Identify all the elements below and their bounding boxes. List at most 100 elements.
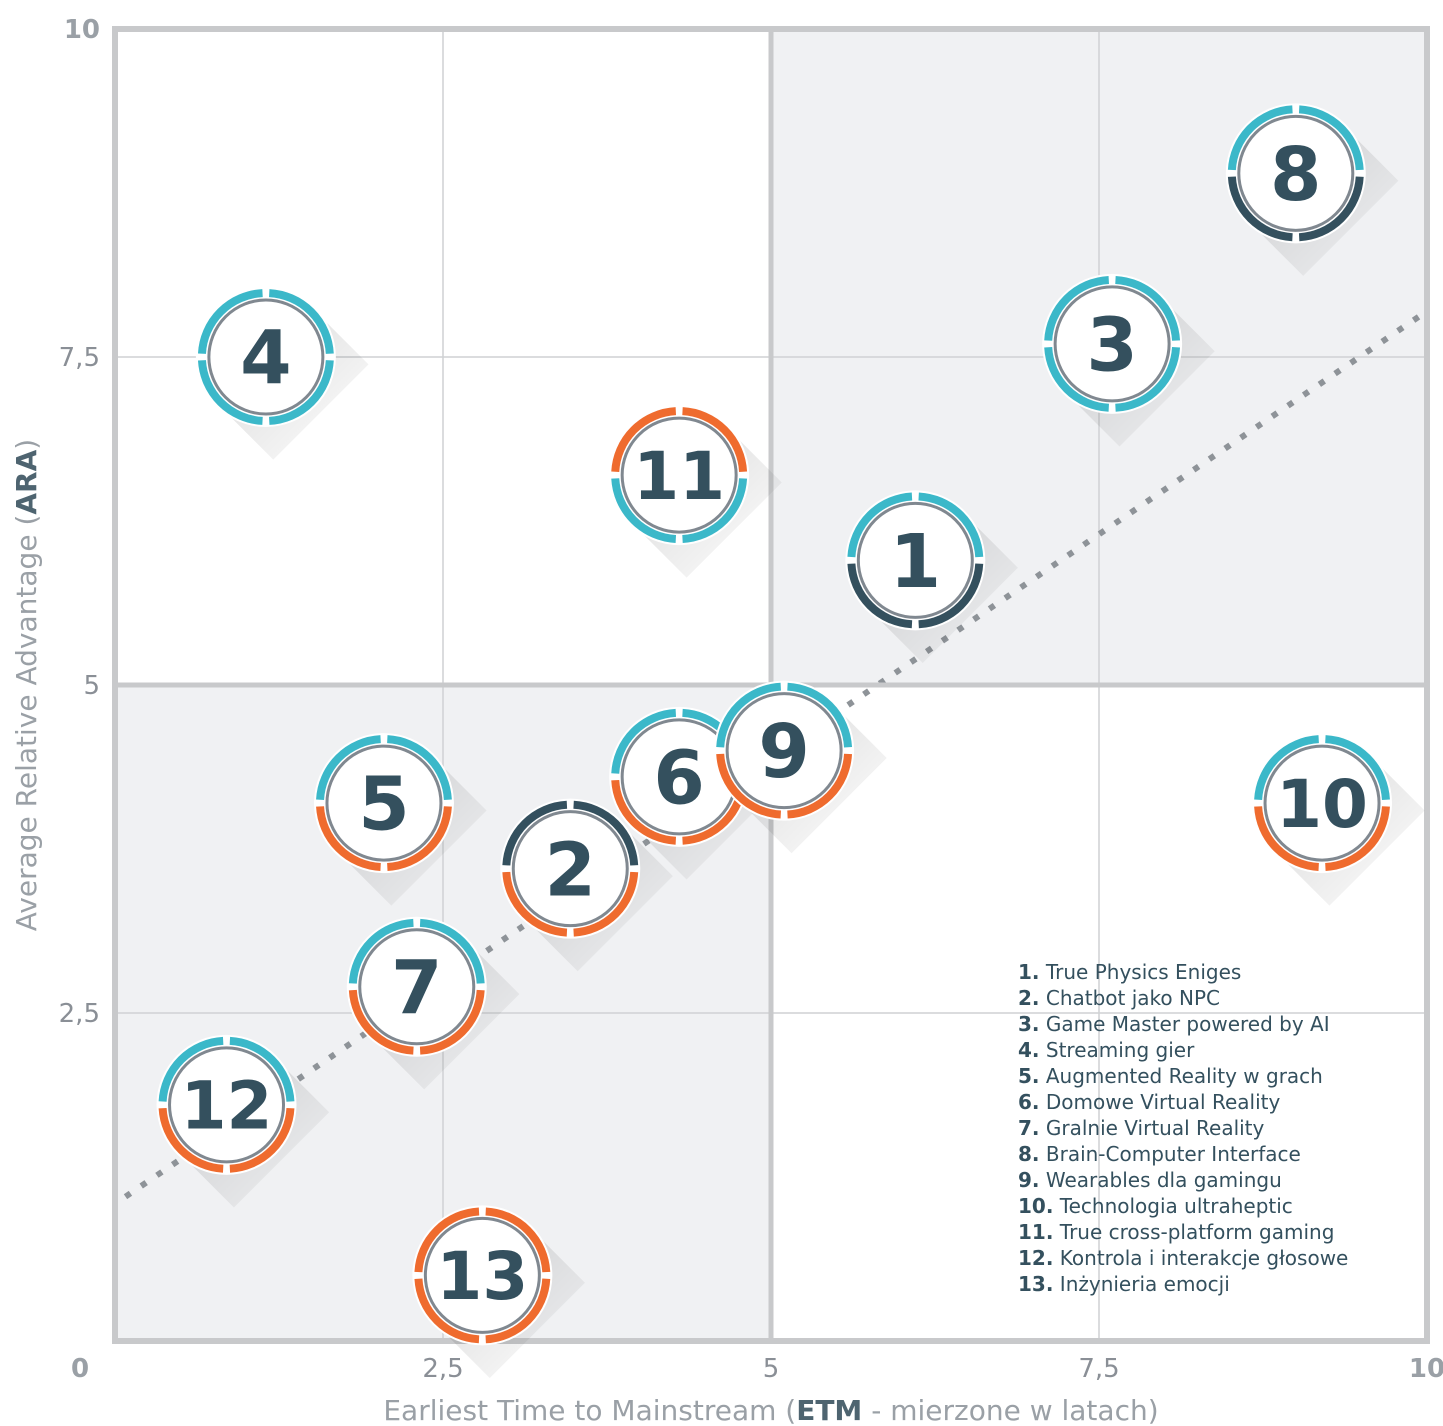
legend-item-text: Kontrola i interakcje głosowe <box>1053 1246 1349 1270</box>
legend-item: 7. Gralnie Virtual Reality <box>1018 1115 1348 1141</box>
legend-item: 2. Chatbot jako NPC <box>1018 985 1348 1011</box>
legend-item-number: 4. <box>1018 1038 1040 1062</box>
legend-item-text: Wearables dla gamingu <box>1039 1168 1282 1192</box>
bubble-2: 2 <box>500 798 673 972</box>
bubble-ring-upper <box>611 407 677 473</box>
legend-item: 8. Brain-Computer Interface <box>1018 1141 1348 1167</box>
legend: 1. True Physics Eniges 2. Chatbot jako NP… <box>1018 959 1348 1297</box>
bubble-inner <box>423 1216 541 1334</box>
bubble-ring-lower <box>268 360 334 425</box>
legend-item-text: Brain-Computer Interface <box>1039 1142 1301 1166</box>
legend-item-number: 13. <box>1018 1272 1054 1296</box>
bubble-label: 3 <box>1086 303 1138 389</box>
bubble-8: 8 <box>1225 103 1399 276</box>
bubble-ring-lower <box>197 360 263 425</box>
bubble-ring-upper <box>1044 275 1110 341</box>
legend-item: 9. Wearables dla gamingu <box>1018 1167 1348 1193</box>
bubble-ring-lower <box>918 563 984 629</box>
x-tick-label: 2,5 <box>422 1354 463 1384</box>
bubble-ring-lower <box>1227 176 1293 242</box>
y-tick-label: 7,5 <box>59 343 100 373</box>
bubble-inner <box>325 744 443 862</box>
bubble-ring-lower <box>386 806 452 871</box>
bubble-ring-upper <box>918 492 984 558</box>
legend-item-text: True Physics Eniges <box>1039 960 1242 984</box>
bubble-inner <box>358 928 476 1046</box>
bubble-ring-upper <box>502 800 568 866</box>
bubble-label: 7 <box>391 945 443 1031</box>
bubble-ring-lower <box>611 478 677 543</box>
bubble-ring-upper <box>1254 735 1320 801</box>
legend-item: 12. Kontrola i interakcje głosowe <box>1018 1245 1348 1271</box>
bubble-11: 11 <box>609 405 782 578</box>
y-tick-label: 2,5 <box>59 999 100 1029</box>
bubble-ring-upper <box>1227 105 1293 171</box>
bubble-label: 2 <box>545 827 597 913</box>
x-tick-label: 7,5 <box>1078 1354 1119 1384</box>
y-tick-label: 5 <box>83 671 100 701</box>
bubble-ring-upper <box>414 1207 480 1273</box>
legend-item: 6. Domowe Virtual Reality <box>1018 1089 1348 1115</box>
bubble-ring-lower <box>485 1278 551 1344</box>
bubble-ring-lower <box>348 989 414 1055</box>
bubble-4: 4 <box>195 287 369 460</box>
bubble-ring-lower <box>682 478 748 543</box>
trend-line <box>123 308 1429 1200</box>
legend-item-text: True cross-platform gaming <box>1053 1220 1335 1244</box>
x-axis-label: Earliest Time to Mainstream (ETM - mierz… <box>383 1394 1158 1426</box>
x-tick-label: 5 <box>763 1354 780 1384</box>
legend-item: 5. Augmented Reality w grach <box>1018 1063 1348 1089</box>
bubble-label: 8 <box>1270 132 1322 218</box>
legend-item-text: Augmented Reality w grach <box>1039 1064 1323 1088</box>
legend-item-number: 9. <box>1018 1168 1040 1192</box>
bubble-ring-upper <box>573 800 639 866</box>
bubble-ring-lower <box>716 753 782 819</box>
bubble-ring-upper <box>1115 275 1181 341</box>
bubble-7: 7 <box>346 916 520 1090</box>
legend-item-text: Streaming gier <box>1039 1038 1195 1062</box>
legend-item-number: 6. <box>1018 1090 1040 1114</box>
bubble-ring-upper <box>485 1207 551 1273</box>
bubble-ring-lower <box>1325 806 1390 871</box>
bubble-inner <box>168 1046 286 1164</box>
bubble-ring-lower <box>502 871 568 937</box>
bubble-ring-upper <box>158 1036 224 1102</box>
bubble-label: 6 <box>653 735 705 821</box>
bubble-ring-upper <box>1298 105 1364 171</box>
x-tick-label: 0 <box>71 1354 89 1384</box>
legend-item: 4. Streaming gier <box>1018 1037 1348 1063</box>
bubble-ring-lower <box>229 1107 295 1173</box>
legend-item-number: 10. <box>1018 1194 1054 1218</box>
bubble-label: 5 <box>358 762 410 848</box>
bubble-inner <box>1237 114 1355 232</box>
legend-item: 11. True cross-platform gaming <box>1018 1219 1348 1245</box>
legend-item-number: 7. <box>1018 1116 1040 1140</box>
bubble-inner <box>1263 744 1381 862</box>
bubble-ring-lower <box>414 1278 480 1344</box>
bubble-ring-lower <box>847 563 913 629</box>
legend-item-text: Domowe Virtual Reality <box>1039 1090 1281 1114</box>
bubble-ring-lower <box>316 806 381 871</box>
y-axis-label: Average Relative Advantage (ARA) <box>10 439 43 931</box>
bubble-ring-upper <box>1325 735 1390 801</box>
bubble-ring-upper <box>197 289 263 354</box>
bubble-12: 12 <box>156 1034 330 1208</box>
bubble-ring-upper <box>787 682 853 748</box>
bubble-1: 1 <box>845 490 1018 663</box>
bubble-label: 13 <box>436 1238 528 1315</box>
bubble-label: 11 <box>633 438 725 515</box>
bubble-ring-upper <box>229 1036 295 1102</box>
legend-item-number: 11. <box>1018 1220 1054 1244</box>
bubble-ring-lower <box>158 1107 224 1173</box>
bubble-ring-upper <box>268 289 334 354</box>
legend-item-number: 5. <box>1018 1064 1040 1088</box>
legend-item: 3. Game Master powered by AI <box>1018 1011 1348 1037</box>
y-tick-label: 10 <box>64 15 100 45</box>
bubble-ring-upper <box>716 682 782 748</box>
bubble-label: 10 <box>1276 766 1368 843</box>
plot-frame <box>112 26 1430 1344</box>
bubble-ring-upper <box>419 918 485 984</box>
legend-item-number: 12. <box>1018 1246 1054 1270</box>
bubble-5: 5 <box>313 733 487 906</box>
